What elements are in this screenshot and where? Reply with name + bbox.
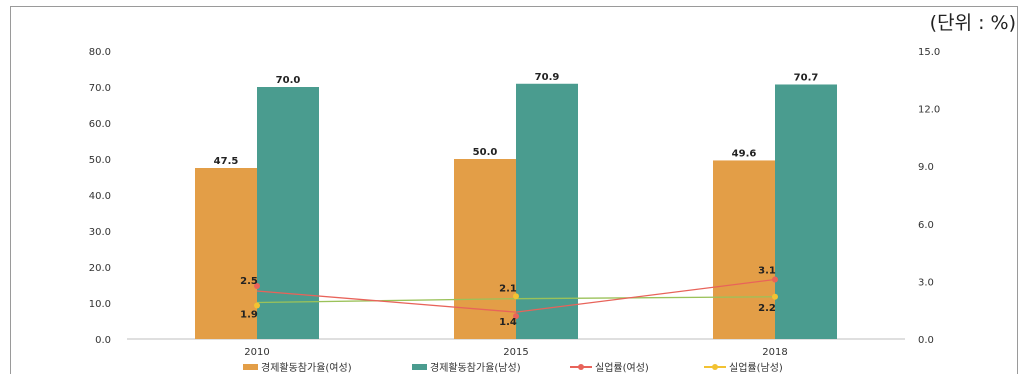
bar-data-label: 70.0 [276, 75, 301, 86]
y-right-tick-label: 6.0 [918, 220, 934, 231]
legend-label: 경제활동참가율(남성) [430, 363, 521, 374]
line-data-label: 2.1 [499, 284, 517, 295]
legend-item: 실업률(여성) [570, 359, 649, 374]
marker-male-unemployment [254, 302, 260, 309]
chart-legend: 경제활동참가율(여성) 경제활동참가율(남성) 실업률(여성) 실업률(남성) [0, 358, 1022, 374]
legend-line-swatch [570, 362, 592, 372]
y-left-tick-label: 70.0 [89, 83, 111, 94]
y-left-tick-label: 60.0 [89, 119, 111, 130]
bar-female-participation [195, 168, 257, 339]
marker-female-unemployment [772, 276, 778, 283]
unit-label: (단위 : %) [929, 12, 1016, 34]
marker-male-unemployment [513, 293, 519, 300]
bar-data-label: 47.5 [214, 156, 239, 167]
y-left-tick-label: 80.0 [89, 47, 111, 58]
line-data-label: 3.1 [758, 265, 776, 276]
y-right-tick-label: 3.0 [918, 277, 934, 288]
x-tick-label: 2015 [503, 347, 528, 358]
line-data-label: 2.5 [240, 276, 258, 287]
bar-male-participation [775, 84, 837, 339]
legend-swatch [412, 363, 427, 370]
y-right-tick-label: 15.0 [918, 47, 940, 58]
bar-data-label: 49.6 [732, 148, 757, 159]
bar-data-label: 50.0 [473, 147, 498, 158]
line-data-label: 2.2 [758, 303, 776, 314]
y-right-tick-label: 12.0 [918, 105, 940, 116]
bar-data-label: 70.9 [535, 72, 560, 83]
y-left-tick-label: 20.0 [89, 263, 111, 274]
y-left-tick-label: 50.0 [89, 155, 111, 166]
x-tick-label: 2018 [762, 347, 787, 358]
marker-female-unemployment [254, 283, 260, 289]
y-left-tick-label: 0.0 [95, 335, 111, 346]
legend-item: 경제활동참가율(남성) [412, 359, 521, 374]
marker-male-unemployment [772, 293, 778, 300]
line-data-label: 1.4 [499, 317, 517, 328]
bar-male-participation [257, 87, 319, 339]
y-left-tick-label: 30.0 [89, 227, 111, 238]
y-right-tick-label: 0.0 [918, 335, 934, 346]
y-left-tick-label: 10.0 [89, 299, 111, 310]
legend-label: 실업률(남성) [729, 363, 783, 374]
legend-label: 경제활동참가율(여성) [261, 363, 352, 374]
line-data-label: 1.9 [240, 310, 258, 321]
x-tick-label: 2010 [244, 347, 269, 358]
bar-male-participation [516, 83, 578, 339]
legend-label: 실업률(여성) [595, 363, 649, 374]
bar-data-label: 70.7 [794, 72, 819, 83]
legend-item: 실업률(남성) [704, 359, 783, 374]
combo-chart: 0.0 10.0 20.0 30.0 40.0 50.0 60.0 70.0 80.0 0.0 3.… [89, 47, 941, 358]
legend-item: 경제활동참가율(여성) [243, 359, 352, 374]
legend-line-swatch [704, 362, 726, 372]
legend-swatch [243, 363, 258, 370]
bar-female-participation [713, 160, 775, 339]
marker-female-unemployment [513, 313, 519, 320]
y-left-tick-label: 40.0 [89, 191, 111, 202]
y-right-tick-label: 9.0 [918, 162, 934, 173]
line-female-unemployment [256, 278, 776, 313]
